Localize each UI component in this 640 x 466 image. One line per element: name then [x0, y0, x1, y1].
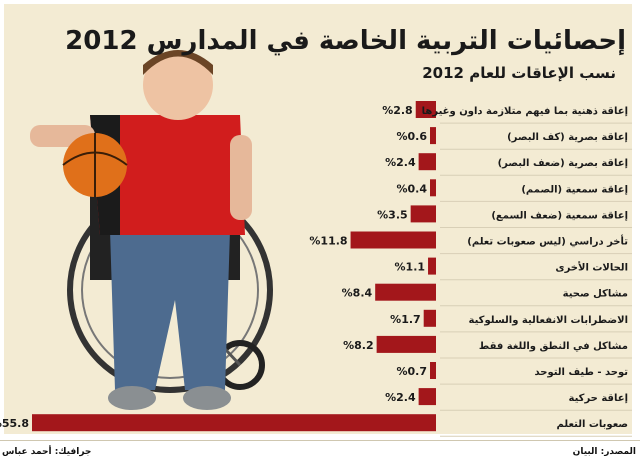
value-label-11: %2.4 [385, 391, 416, 404]
value-label-6: %1.1 [395, 261, 426, 274]
category-label-5: تأخر دراسي (ليس صعوبات تعلم) [467, 235, 628, 248]
bar-7 [375, 283, 436, 301]
value-label-8: %1.7 [390, 313, 421, 326]
value-label-7: %8.4 [342, 287, 373, 300]
source-credit: المصدر: البيان [572, 447, 636, 457]
value-label-3: %0.4 [396, 182, 427, 195]
value-label-9: %8.2 [343, 339, 374, 352]
value-label-1: %0.6 [396, 130, 427, 143]
chart-subtitle: نسب الإعاقات للعام 2012 [422, 64, 616, 82]
bar-4 [410, 205, 436, 223]
value-label-10: %0.7 [396, 365, 427, 378]
category-label-2: إعاقة بصرية (ضعف البصر) [498, 158, 628, 169]
bar-6 [428, 257, 436, 275]
category-label-10: توحد - طيف التوحد [534, 367, 628, 378]
category-label-7: مشاكل صحية [563, 289, 628, 300]
category-label-4: إعاقة سمعية (ضعف السمع) [491, 210, 628, 221]
footer-divider [0, 440, 640, 441]
graphic-credit: جرافيك: أحمد عباس [2, 447, 92, 457]
category-label-0: إعاقة ذهنية بما فيهم متلازمة داون وغيرها [422, 106, 628, 117]
bar-2 [418, 153, 436, 171]
category-label-8: الاضطرابات الانفعالية والسلوكية [469, 315, 628, 326]
value-label-0: %2.8 [382, 104, 413, 117]
boy-in-wheelchair-illustration [30, 50, 273, 410]
bar-9 [376, 335, 436, 353]
bar-1 [430, 127, 436, 145]
bar-8 [423, 309, 436, 327]
category-label-12: صعوبات التعلم [557, 419, 628, 430]
category-label-3: إعاقة سمعية (الصمم) [521, 184, 628, 195]
bar-5 [350, 231, 436, 249]
bar-10 [430, 362, 436, 379]
value-label-5: %11.8 [309, 235, 347, 248]
bar-3 [430, 179, 436, 197]
category-label-6: الحالات الأخرى [555, 261, 628, 274]
bar-12 [32, 414, 436, 432]
chart-title: إحصائيات التربية الخاصة في المدارس 2012 [65, 26, 626, 56]
category-label-1: إعاقة بصرية (كف البصر) [507, 132, 628, 143]
category-label-11: إعاقة حركية [569, 393, 629, 404]
bar-0 [415, 101, 436, 118]
category-label-9: مشاكل في النطق واللغة فقط [479, 341, 628, 352]
value-label-4: %3.5 [377, 208, 408, 221]
value-label-2: %2.4 [385, 156, 416, 169]
value-label-12: %55.8 [0, 417, 29, 430]
bar-11 [418, 388, 436, 406]
